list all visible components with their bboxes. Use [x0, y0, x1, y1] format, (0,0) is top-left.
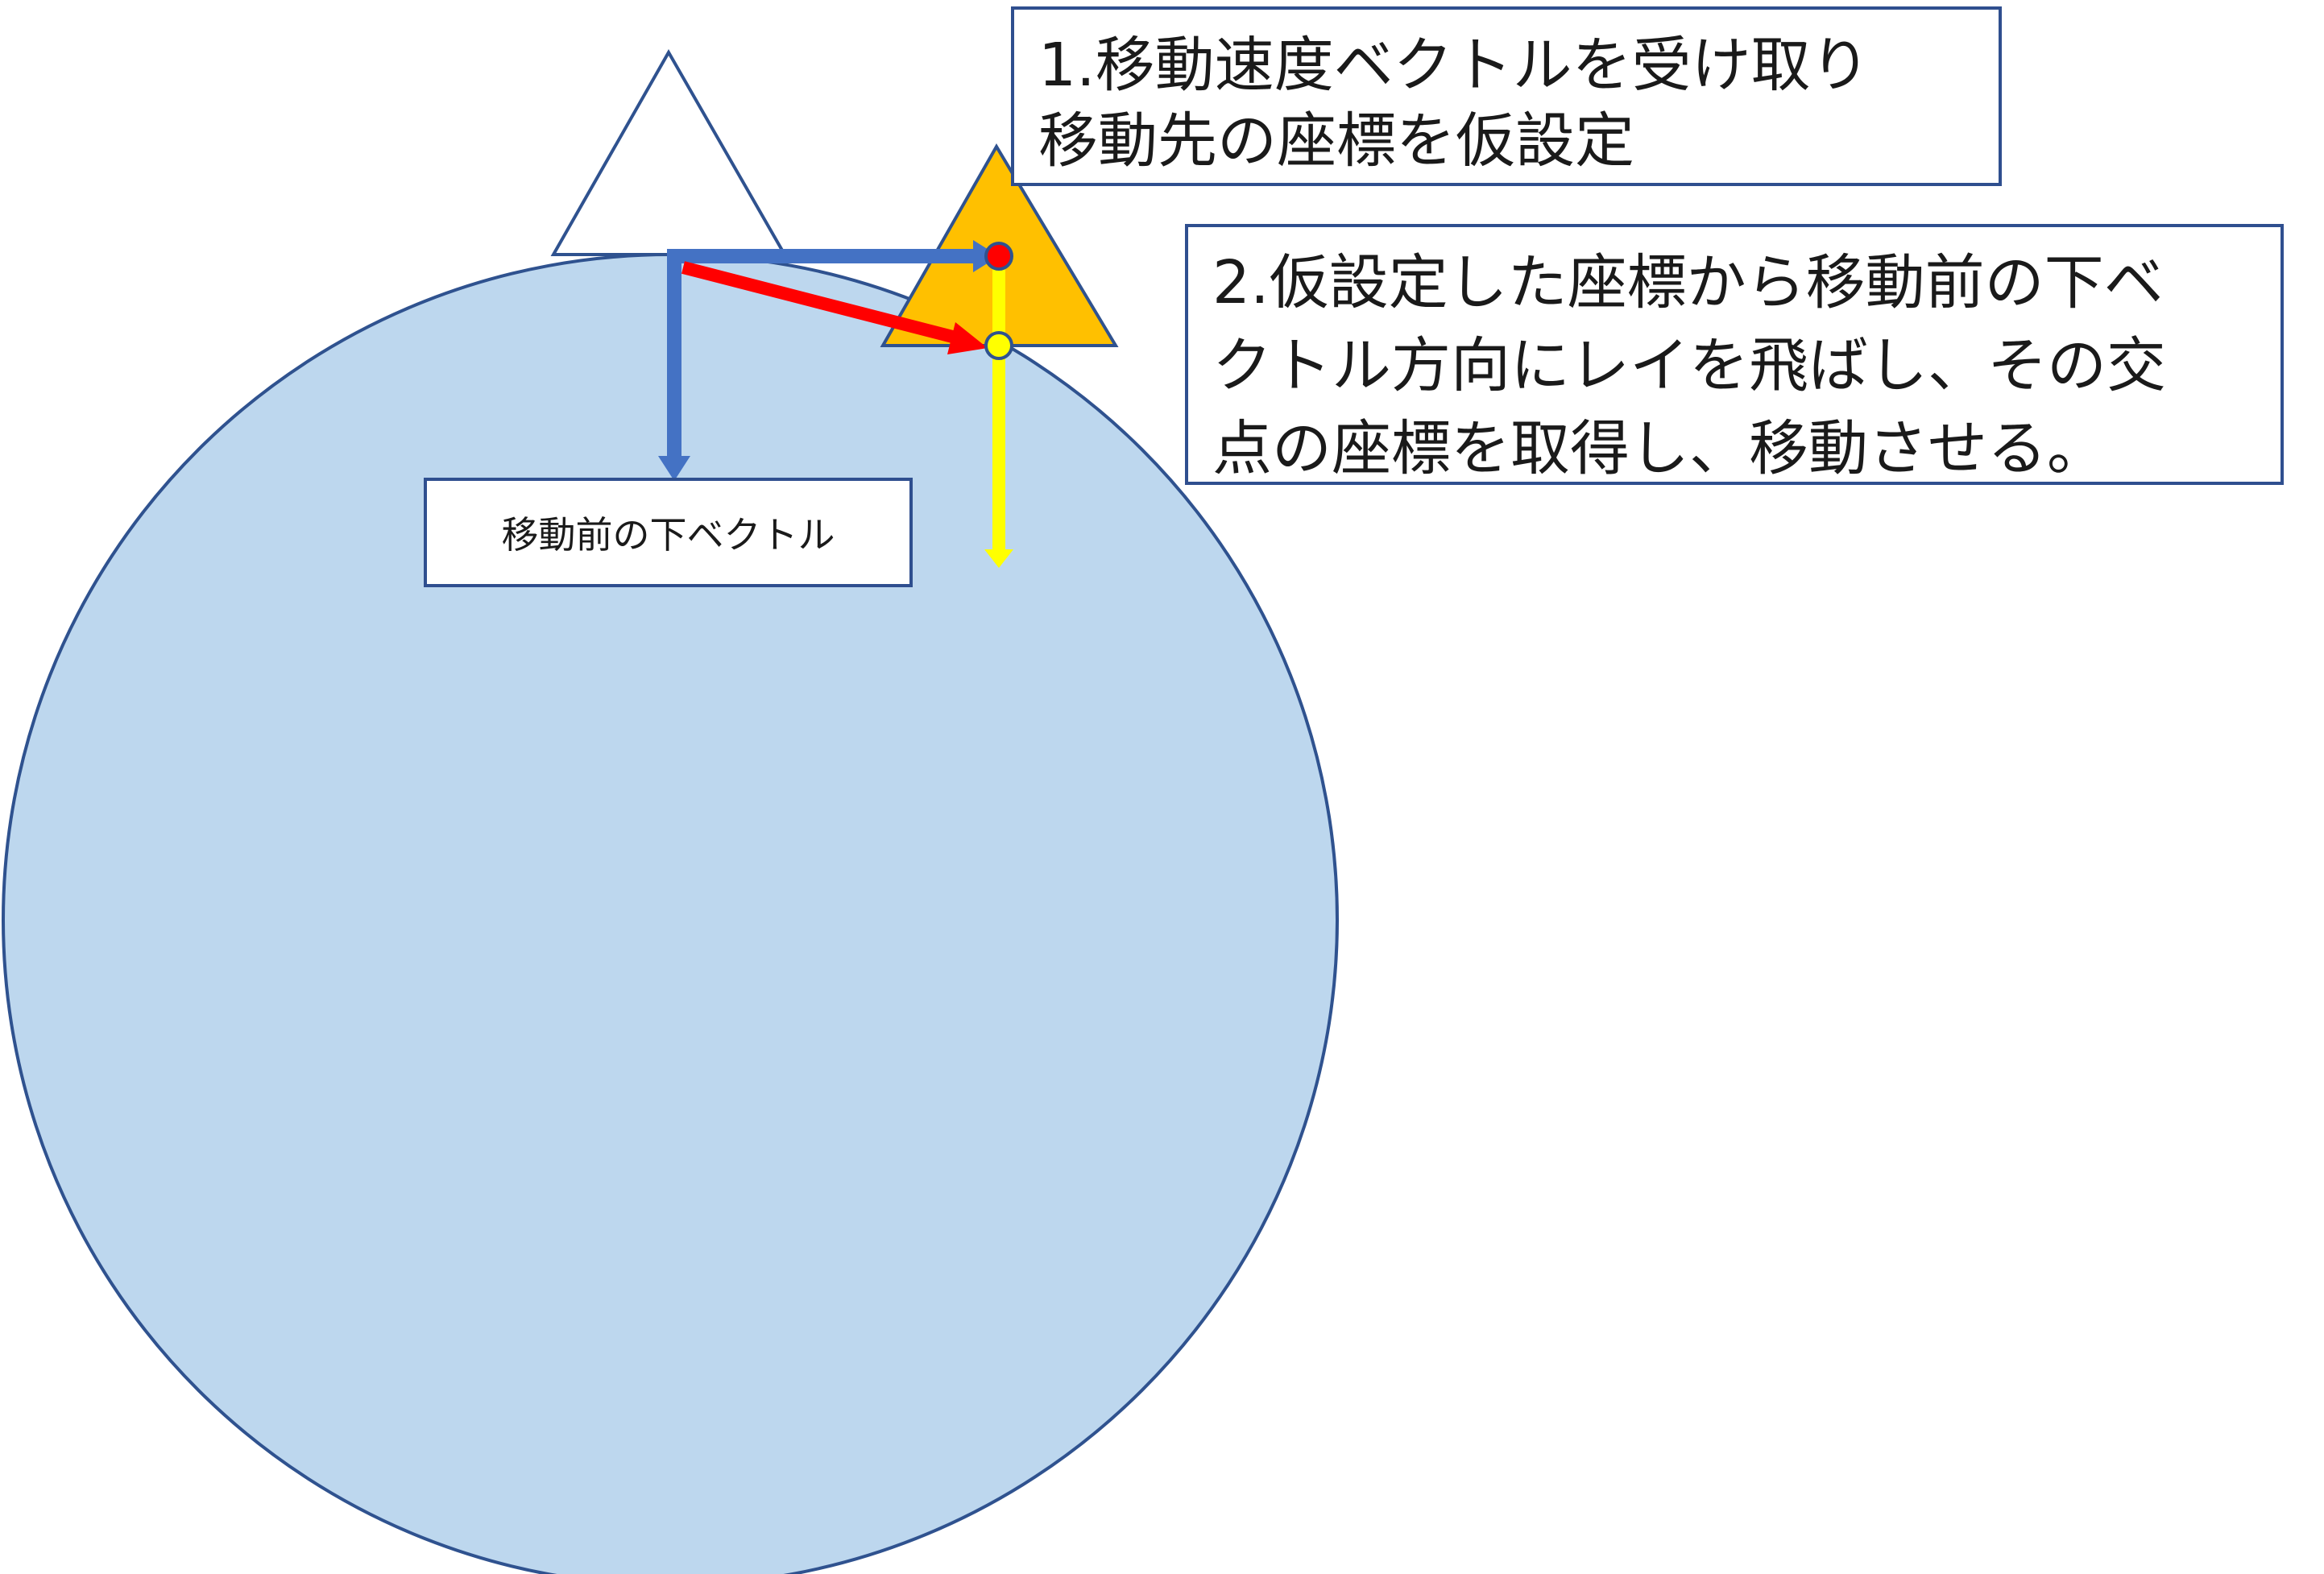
step2-line-3: 点の座標を取得し、移動させる。 — [1212, 414, 2107, 483]
hit-point — [984, 331, 1013, 360]
movement-vector-head — [947, 322, 988, 354]
movement-vector-arrow — [681, 261, 988, 354]
object-before-triangle — [550, 48, 788, 256]
tentative-point — [984, 242, 1013, 271]
step1-line-1: 1.移動速度ベクトルを受け取り — [1038, 31, 1870, 100]
ray-arrow — [984, 256, 1013, 568]
step2-text-box: 2.仮設定した座標から移動前の下ベ クトル方向にレイを飛ばし、その交 点の座標を… — [1185, 224, 2284, 485]
step2-line-2: クトル方向にレイを飛ばし、その交 — [1212, 331, 2166, 400]
velocity-vector-shaft — [667, 249, 978, 263]
down-vector-arrow — [658, 256, 690, 481]
step1-text-box: 1.移動速度ベクトルを受け取り 移動先の座標を仮設定 — [1011, 6, 2002, 186]
down-vector-label-box: 移動前の下ベクトル — [424, 478, 913, 587]
down-vector-shaft — [667, 256, 681, 459]
down-vector-label: 移動前の下ベクトル — [501, 513, 835, 557]
step2-line-1: 2.仮設定した座標から移動前の下ベ — [1212, 248, 2164, 317]
ray-head — [984, 549, 1013, 568]
down-vector-head — [658, 456, 690, 481]
step1-line-2: 移動先の座標を仮設定 — [1038, 106, 1634, 176]
ray-shaft — [992, 256, 1005, 554]
movement-vector-shaft — [681, 261, 967, 346]
